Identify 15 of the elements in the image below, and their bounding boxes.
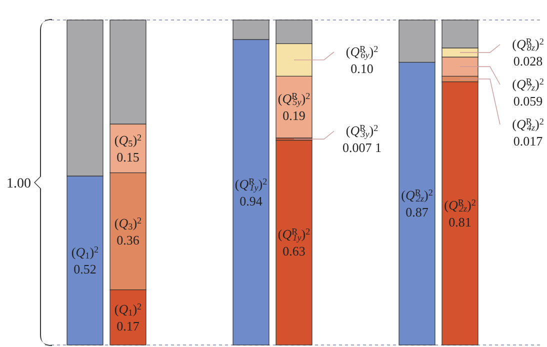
data-label: (Q$^{R}$$_{5y}$)$^{2}$ 0.19 — [278, 91, 311, 124]
data-label: (Q$^{R}$$_{2z}$)$^{2}$ 0.87 — [401, 188, 434, 220]
data-label: (Q$^{R}$$_{1y}$)$^{2}$ 0.94 — [234, 176, 268, 208]
data-label: (Q$_{1}$)$^{2}$ 0.17 — [114, 301, 142, 334]
data-label: (Q$_{3}$)$^{2}$ 0.36 — [114, 215, 142, 248]
data-label: (Q$_{5}$)$^{2}$ 0.15 — [114, 132, 142, 164]
data-label: (Q$^{R}$$_{7z}$)$^{2}$ 0.059 — [512, 76, 544, 108]
data-label: (Q$^{R}$$_{1y}$)$^{2}$ 0.63 — [278, 226, 311, 259]
data-label: (Q$^{R}$$_{3y}$)$^{2}$ 0.007 1 — [342, 123, 382, 156]
data-label: (Q$_{1}$)$^{2}$ 0.52 — [71, 244, 100, 276]
data-label: (Q$^{R}$$_{8z}$)$^{2}$ 0.028 — [512, 36, 544, 68]
text: 1.00 — [6, 176, 31, 192]
data-label: (Q$^{R}$$_{4z}$)$^{2}$ 0.017 — [512, 116, 544, 148]
data-label: (Q$^{R}$$_{2z}$)$^{2}$ 0.81 — [444, 197, 476, 230]
data-label: (Q$^{R}$$_{6y}$)$^{2}$ 0.10 — [346, 44, 379, 76]
